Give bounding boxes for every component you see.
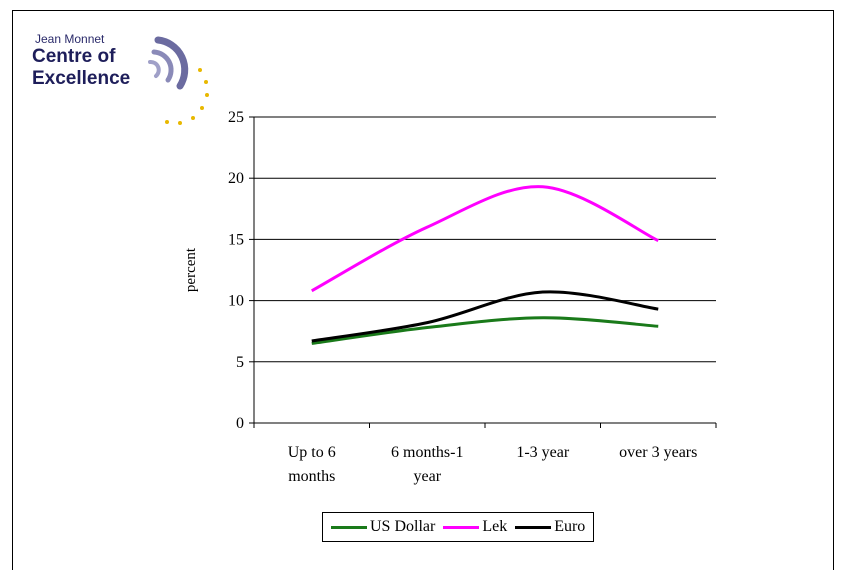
x-tick-label: Up to 6 months (288, 444, 336, 485)
y-tick-label: 20 (228, 170, 244, 187)
y-tick-label: 5 (236, 354, 244, 371)
legend-label: Euro (554, 518, 586, 535)
logo-line-1: Jean Monnet (35, 32, 105, 46)
jean-monnet-logo: Jean Monnet Centre of Excellence (30, 28, 220, 128)
logo-line-2: Centre of (32, 46, 116, 67)
chart-legend: US Dollar Lek Euro (322, 512, 595, 542)
series-line-euro (311, 290, 659, 343)
y-axis-label: percent (183, 247, 199, 292)
y-tick-label: 15 (228, 231, 244, 248)
legend-swatch (515, 525, 552, 529)
legend-swatch (443, 525, 480, 529)
legend-swatch (331, 525, 367, 529)
series-line-us-dollar (311, 316, 659, 345)
y-tick-label: 25 (228, 109, 244, 126)
legend-item-us-dollar: US Dollar (331, 518, 435, 536)
y-tick-label: 10 (228, 293, 244, 310)
legend-label: US Dollar (370, 518, 436, 535)
legend-label: Lek (482, 518, 508, 535)
y-tick-label: 0 (236, 415, 244, 432)
legend-item-euro: Euro (515, 518, 585, 536)
x-tick-label: 6 months-1 year (391, 444, 463, 485)
logo-line-3: Excellence (32, 68, 131, 89)
series-line-lek (311, 185, 659, 293)
x-tick-label: 1-3 year (516, 444, 570, 461)
chart-frame (12, 10, 834, 570)
legend-item-lek: Lek (443, 518, 507, 536)
logo-emblem-icon (148, 36, 209, 125)
x-tick-label: over 3 years (619, 444, 697, 461)
